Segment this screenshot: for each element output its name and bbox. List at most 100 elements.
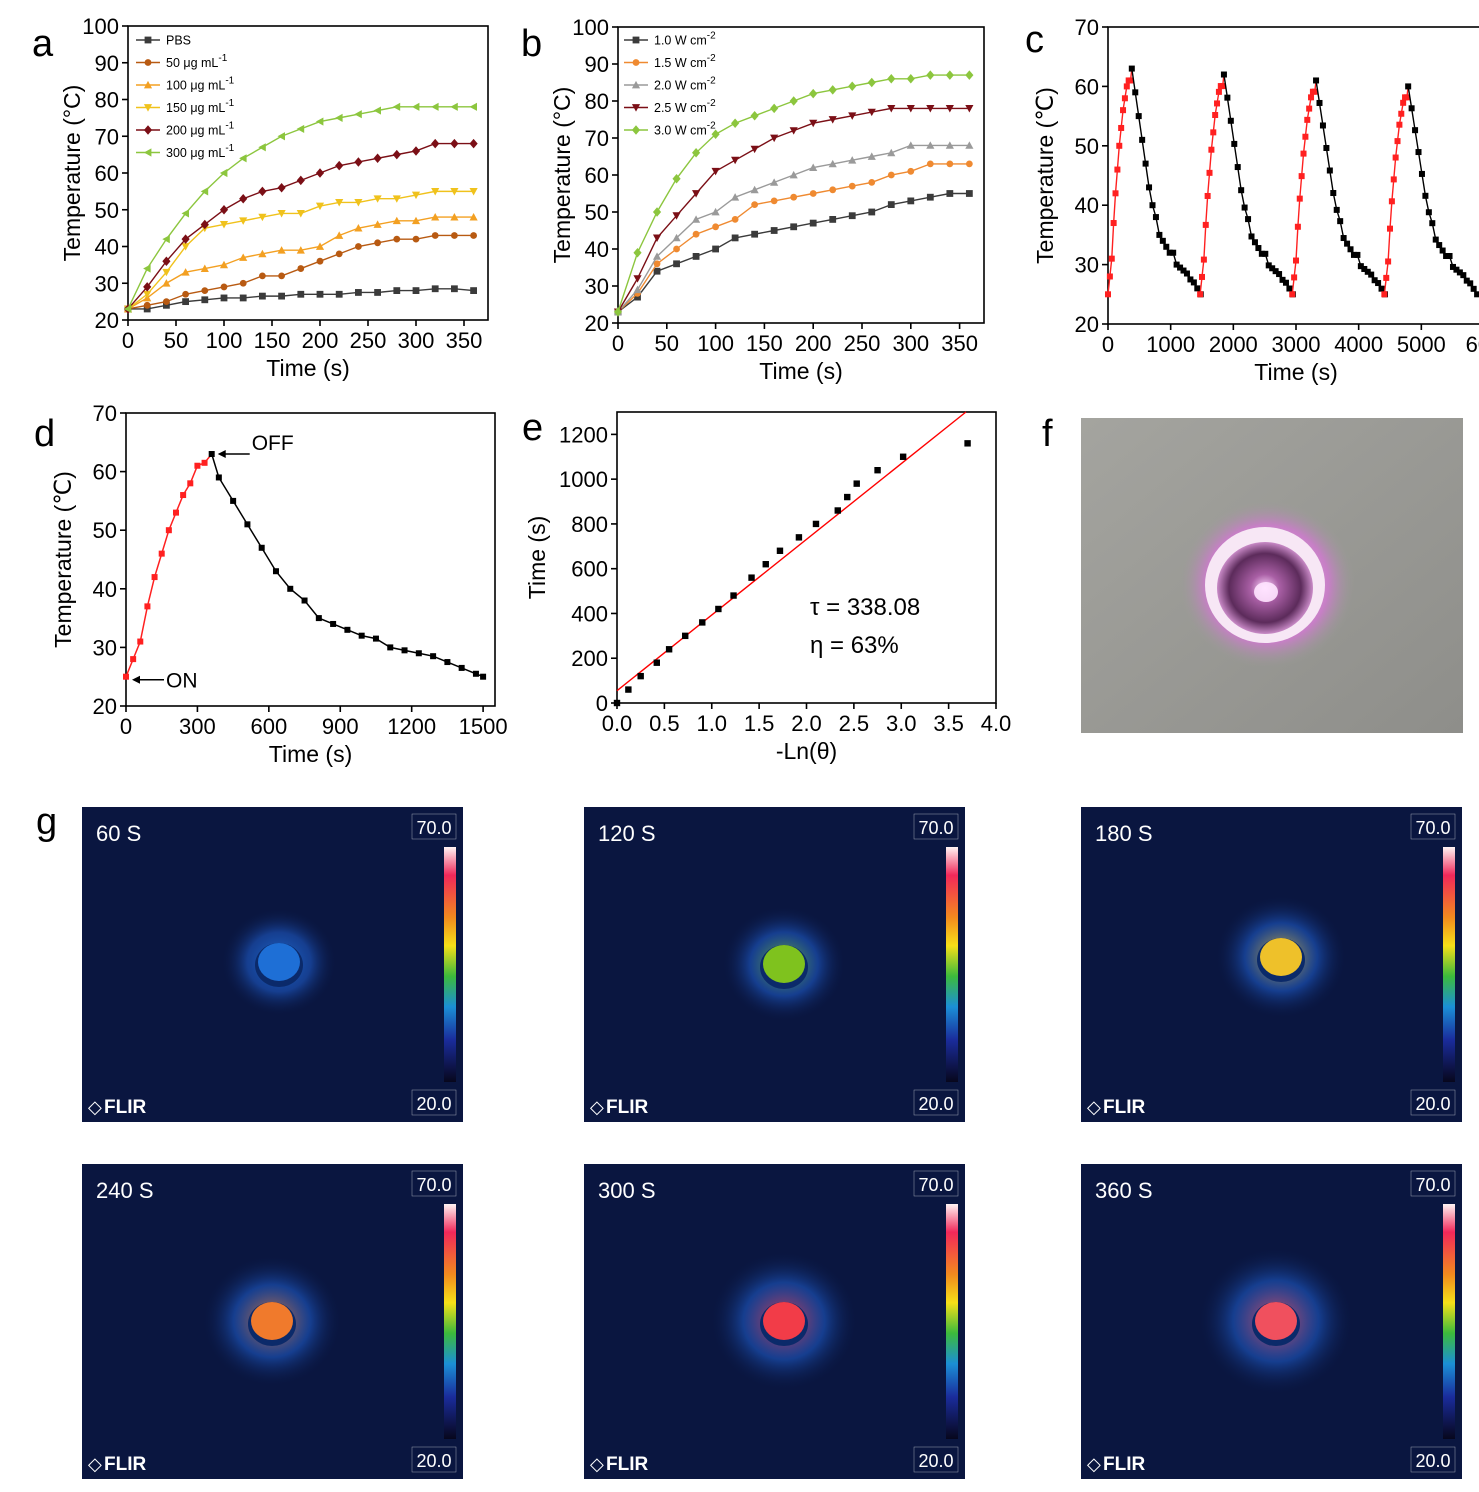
cooling-point xyxy=(258,544,265,551)
data-point xyxy=(335,250,343,258)
cooling-point xyxy=(1220,71,1227,78)
data-point xyxy=(965,160,973,168)
x-tick-label: 3.5 xyxy=(933,711,964,736)
data-point xyxy=(731,193,740,201)
data-point xyxy=(828,159,837,168)
x-tick-label: 0.0 xyxy=(602,711,633,736)
y-tick-label: 40 xyxy=(1075,193,1099,218)
data-point xyxy=(470,287,477,294)
time-label: 120 S xyxy=(598,821,656,846)
data-point xyxy=(750,145,759,154)
hot-spot xyxy=(763,1302,805,1340)
legend-label: 1.0 W cm-2 xyxy=(654,31,716,48)
data-point xyxy=(259,292,266,300)
data-point xyxy=(296,175,305,186)
cooling-line xyxy=(1315,80,1386,295)
cooling-point xyxy=(1474,291,1479,298)
heating-point xyxy=(1202,221,1209,228)
data-point xyxy=(335,113,343,122)
data-point xyxy=(335,231,344,239)
cooling-point xyxy=(1316,99,1323,106)
data-point xyxy=(712,245,719,253)
cooling-point xyxy=(1330,190,1337,197)
data-point xyxy=(812,520,820,528)
heating-point xyxy=(1403,94,1410,101)
data-point xyxy=(316,257,324,265)
data-point xyxy=(945,105,954,113)
legend-label: 3.0 W cm-2 xyxy=(654,121,716,138)
x-tick-label: 1000 xyxy=(1146,332,1195,357)
data-point xyxy=(181,268,190,276)
heating-point xyxy=(1112,190,1119,197)
cooling-point xyxy=(1238,187,1245,194)
series-line xyxy=(617,163,970,313)
cooling-point xyxy=(1286,285,1293,292)
time-label: 240 S xyxy=(96,1178,154,1203)
flir-logo-icon: ◇ xyxy=(1087,1097,1101,1117)
color-scale-bar xyxy=(946,847,958,1082)
cooling-point xyxy=(1350,251,1357,258)
x-tick-label: 350 xyxy=(941,331,978,356)
data-point xyxy=(451,285,458,293)
cooling-point xyxy=(1231,140,1238,147)
scale-max-label: 70.0 xyxy=(918,1175,953,1195)
x-tick-label: 3.0 xyxy=(886,711,917,736)
data-point xyxy=(239,193,248,204)
cooling-point xyxy=(1319,122,1326,129)
cooling-line xyxy=(210,453,484,678)
cooling-point xyxy=(372,635,379,642)
data-point xyxy=(296,246,305,254)
x-tick-label: 300 xyxy=(179,714,216,739)
data-point xyxy=(926,105,935,113)
x-tick-label: 600 xyxy=(1466,332,1479,357)
data-point xyxy=(450,187,459,196)
data-point xyxy=(373,195,382,203)
x-axis-label: Time (s) xyxy=(269,741,352,767)
data-point xyxy=(451,232,458,239)
data-point xyxy=(711,167,720,176)
heating-point xyxy=(1381,291,1388,298)
y-tick-label: 50 xyxy=(93,518,117,543)
data-point xyxy=(278,292,285,300)
data-point xyxy=(653,260,661,268)
data-point xyxy=(392,149,401,160)
data-point xyxy=(296,210,305,218)
flir-logo-icon: ◇ xyxy=(88,1097,102,1117)
y-axis-label: Temperature (°C) xyxy=(549,87,575,264)
data-point xyxy=(315,117,324,126)
x-tick-label: 0 xyxy=(1102,332,1114,357)
y-tick-label: 70 xyxy=(95,124,119,149)
cooling-point xyxy=(1187,276,1194,283)
scale-min-label: 20.0 xyxy=(416,1451,451,1471)
data-point xyxy=(809,163,818,171)
data-point xyxy=(730,592,737,599)
data-point xyxy=(692,230,700,238)
cooling-point xyxy=(1177,264,1184,271)
data-point xyxy=(907,167,915,175)
x-tick-label: 3000 xyxy=(1272,332,1321,357)
y-tick-label: 1000 xyxy=(559,467,608,492)
data-point xyxy=(239,294,247,302)
scale-min-box xyxy=(411,1446,457,1473)
heating-point xyxy=(1294,223,1301,230)
data-point xyxy=(239,253,248,261)
data-point xyxy=(633,275,642,283)
data-point xyxy=(868,208,876,216)
y-tick-label: 20 xyxy=(1075,312,1099,337)
legend-label: 2.5 W cm-2 xyxy=(654,98,716,115)
data-point xyxy=(123,304,132,314)
cooling-point xyxy=(330,620,337,627)
data-point xyxy=(770,103,779,114)
color-scale-bar xyxy=(1443,1204,1455,1439)
data-point xyxy=(867,77,876,88)
time-label: 60 S xyxy=(96,821,141,846)
legend-marker xyxy=(144,36,152,44)
data-point xyxy=(834,507,841,514)
data-point xyxy=(965,70,974,80)
data-point xyxy=(770,227,778,234)
data-point xyxy=(887,105,896,113)
y-tick-label: 40 xyxy=(95,235,119,260)
scale-max-box xyxy=(1410,813,1456,840)
data-point xyxy=(181,243,190,251)
